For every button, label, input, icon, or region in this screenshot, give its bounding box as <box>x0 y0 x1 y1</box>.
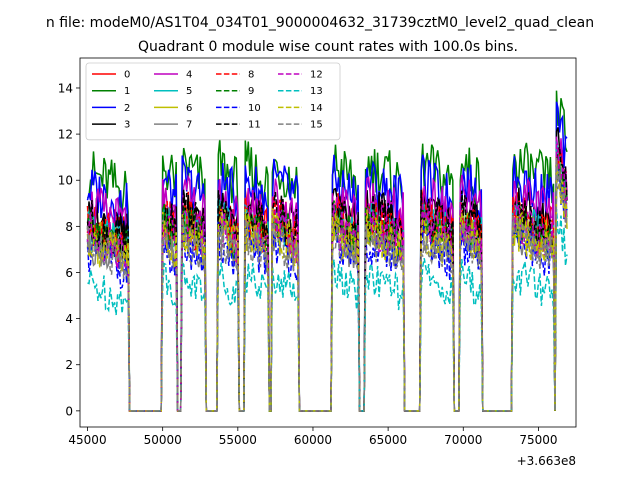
legend-label-11: 11 <box>248 120 261 131</box>
chart-suptitle: n file: modeM0/AS1T04_034T01_9000004632_… <box>46 15 594 31</box>
y-tick-label: 8 <box>65 220 73 234</box>
legend-label-4: 4 <box>186 70 192 81</box>
x-tick-label: 45000 <box>68 433 106 447</box>
legend-label-9: 9 <box>248 86 254 97</box>
legend-label-7: 7 <box>186 120 192 131</box>
y-tick-label: 12 <box>58 128 73 142</box>
x-tick-label: 65000 <box>369 433 407 447</box>
legend-label-1: 1 <box>124 86 130 97</box>
x-offset-label: +3.663e8 <box>517 454 576 468</box>
x-tick-label: 60000 <box>294 433 332 447</box>
plot-frame <box>79 57 577 428</box>
legend-label-13: 13 <box>310 86 323 97</box>
legend-label-3: 3 <box>124 120 130 131</box>
y-axis: 0 2 4 6 8 10 12 14 <box>58 81 80 418</box>
legend-label-8: 8 <box>248 70 254 81</box>
legend-label-10: 10 <box>248 103 261 114</box>
x-tick-label: 70000 <box>444 433 482 447</box>
legend-box <box>85 62 341 141</box>
y-tick-label: 2 <box>65 358 73 372</box>
legend-label-12: 12 <box>310 70 323 81</box>
y-tick-label: 6 <box>65 266 73 280</box>
legend-label-0: 0 <box>124 70 130 81</box>
y-tick-label: 0 <box>65 404 73 418</box>
legend-label-15: 15 <box>310 120 323 131</box>
x-tick-label: 55000 <box>219 433 257 447</box>
legend-label-6: 6 <box>186 103 192 114</box>
y-tick-label: 10 <box>58 174 73 188</box>
y-tick-label: 4 <box>65 312 73 326</box>
x-tick-label: 50000 <box>144 433 182 447</box>
y-tick-label: 14 <box>58 81 73 95</box>
legend-label-2: 2 <box>124 103 130 114</box>
legend-label-5: 5 <box>186 86 192 97</box>
x-axis: 45000 50000 55000 60000 65000 70000 75000 <box>68 427 558 447</box>
series-line-15 <box>86 157 568 412</box>
x-tick-label: 75000 <box>519 433 557 447</box>
chart-title: Quadrant 0 module wise count rates with … <box>138 39 518 55</box>
legend-label-14: 14 <box>310 103 323 114</box>
